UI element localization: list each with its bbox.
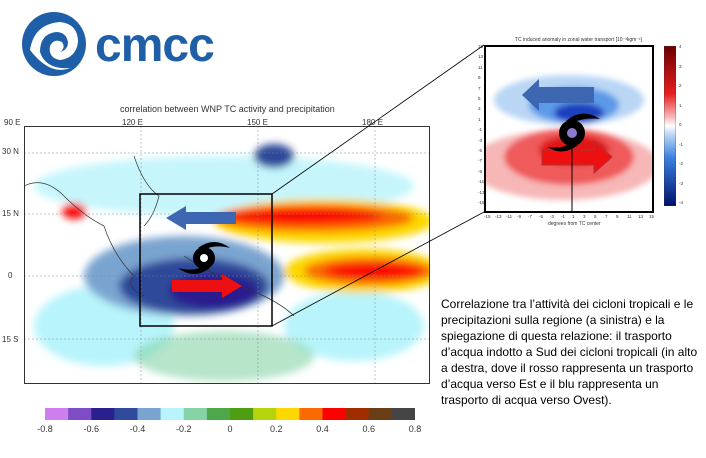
inset-x-tick: 7 [605,214,608,219]
inset-y-tick: 13 [478,54,484,60]
inset-x-tick: 9 [616,214,619,219]
inset-x-tick: 15 [649,214,655,219]
inset-map [484,45,654,213]
inset-x-tick: -15 [484,214,491,219]
inset-y-tick: -3 [478,137,483,143]
colorbar-swatch [45,408,69,420]
colorbar-swatch [114,408,138,420]
inset-y-tick: -5 [478,148,483,153]
inset-colorbar-tick: 2 [679,83,682,88]
colorbar-tick: -0.8 [37,424,53,434]
inset-colorbar-tick: 4 [679,44,682,49]
colorbar-tick: 0.2 [269,424,283,434]
inset-colorbar [664,46,676,206]
colorbar-swatch [299,408,323,420]
inset-x-tick: -1 [561,214,566,219]
inset-colorbar-tick: -3 [679,180,684,186]
inset-y-tick: 1 [478,116,481,122]
colorbar-swatch [183,408,208,420]
cmcc-logo-icon [22,12,86,76]
colorbar-tick: 0.8 [408,424,422,434]
eastward-arrow-icon [172,274,242,298]
inset-y-tick: -9 [478,168,483,174]
inset-x-tick: 5 [594,214,597,219]
inset-x-tick: 3 [583,214,586,219]
colorbar-swatch [137,408,161,420]
colorbar-swatch [206,408,231,420]
inset-y-tick: 15 [478,44,484,49]
colorbar-tick: 0.6 [362,424,376,434]
inset-x-tick: -9 [517,214,522,219]
inset-x-tick: -11 [506,214,513,219]
colorbar-swatch [391,408,415,420]
cyclone-icon [548,113,600,152]
colorbar-swatch [368,408,393,420]
inset-x-tick: -3 [550,214,555,219]
logo-text: cmcc [95,19,215,72]
colorbar-swatch [345,408,370,420]
inset-y-tick: -1 [478,127,483,133]
cyclone-icon [178,242,230,274]
inset-x-tick: -13 [495,214,502,219]
colorbar [45,408,415,420]
inset-x-tick: 1 [572,214,575,219]
colorbar-tick: 0 [227,424,233,434]
inset-y-tick: 11 [478,64,483,70]
y-tick: 15 S [2,335,19,344]
colorbar-swatch [68,408,92,420]
inset-y-tick: -13 [478,189,485,195]
inset-xlabel: degrees from TC center [548,221,601,227]
y-tick: 15 N [2,209,19,218]
inset-colorbar-tick: -2 [679,161,684,166]
colorbar-swatch [322,408,346,420]
inset-y-tick: -7 [478,158,483,164]
highlight-box [139,193,273,327]
inset-y-tick: 5 [478,96,481,101]
inset-x-tick: 11 [627,214,632,219]
inset-x-tick: 13 [638,214,644,219]
inset-x-tick: -7 [528,214,533,219]
correlation-map [24,126,430,384]
inset-colorbar-tick: 3 [679,63,682,69]
inset-title: TC induced anomaly in zonal water transp… [515,37,642,43]
inset-y-tick: 9 [478,75,481,81]
colorbar-tick: 0.4 [316,424,329,434]
inset-colorbar-tick: 0 [679,122,682,127]
inset-colorbar-tick: -1 [679,141,684,147]
map-title: correlation between WNP TC activity and … [120,104,335,114]
inset-y-tick: -11 [478,179,485,185]
x-tick: 90 E [4,118,21,127]
x-tick: 180 E [362,118,383,127]
westward-arrow-icon [166,206,236,230]
y-tick: 0 [8,271,13,280]
colorbar-swatch [160,408,185,420]
colorbar-tick: -0.4 [129,424,146,434]
colorbar-swatch [276,408,300,420]
inset-colorbar-tick: -4 [679,200,684,205]
colorbar-swatch [91,408,115,420]
inset-colorbar-tick: 1 [679,102,682,108]
inset-y-tick: 3 [478,106,481,112]
colorbar-tick: -0.2 [175,424,192,434]
inset-x-tick: -5 [539,214,544,219]
colorbar-tick: -0.6 [83,424,100,434]
inset-y-tick: -15 [478,200,485,205]
inset-y-tick: 7 [478,85,481,91]
caption-text: Correlazione tra l’attività dei cicloni … [441,297,698,407]
x-tick: 150 E [247,118,268,127]
colorbar-swatch [253,408,277,420]
westward-arrow-icon [522,79,594,111]
eastward-arrow-icon [541,139,613,175]
y-tick: 30 N [2,147,19,156]
colorbar-swatch [230,408,254,420]
x-tick: 120 E [122,118,143,127]
